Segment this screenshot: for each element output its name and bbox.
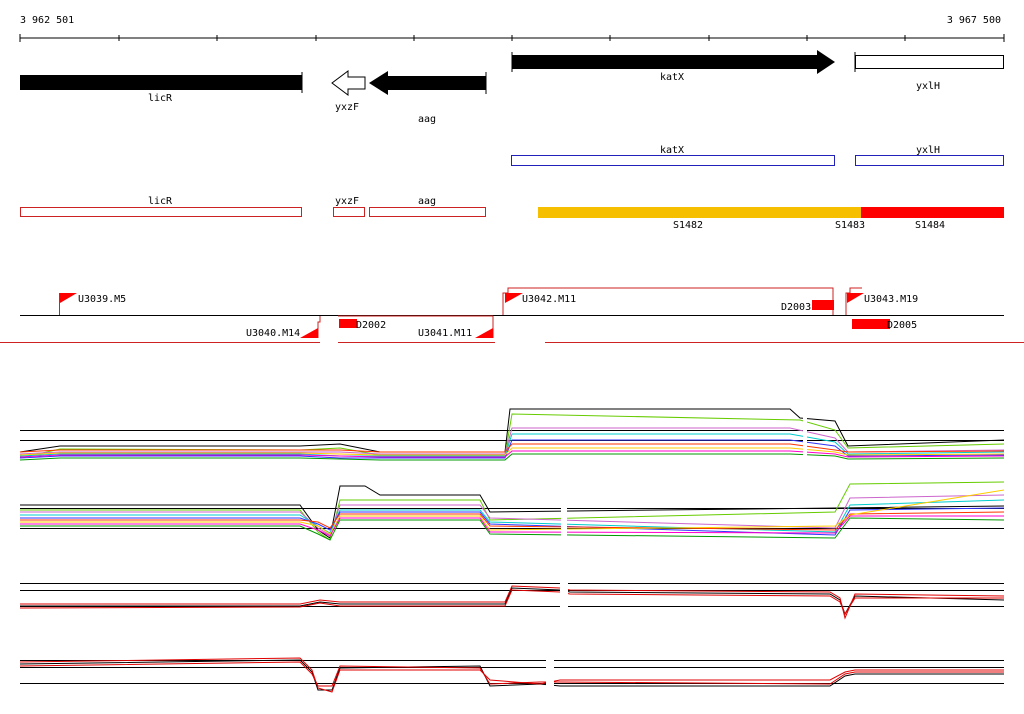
cds-label-katX: katX — [660, 145, 684, 156]
expression-panel-3 — [19, 578, 1005, 620]
gene-label-yxzF: yxzF — [335, 102, 359, 113]
tu-U3041.M11[interactable]: U3041.M11 — [338, 315, 494, 339]
expression-panel-1 — [19, 398, 1005, 461]
segment-track: S1482 S1483 S1484 — [538, 207, 1004, 231]
red-label-licR: licR — [148, 196, 173, 207]
segment-S1484[interactable] — [861, 207, 1004, 218]
gene-label-aag: aag — [418, 114, 436, 125]
tu-U3042.M11[interactable]: U3042.M11 — [502, 287, 834, 315]
d-region-D2002[interactable]: D2002 — [339, 319, 386, 331]
expression-panel-4 — [19, 655, 1004, 695]
gene-aag[interactable]: aag — [369, 71, 487, 125]
tu-U3040.M14[interactable]: U3040.M14 — [246, 316, 321, 339]
tu-U3039.M5[interactable]: U3039.M5 — [59, 293, 127, 315]
tu-label-U3039: U3039.M5 — [78, 294, 126, 305]
gene-licR[interactable]: licR — [20, 72, 303, 104]
gene-katX[interactable]: katX — [511, 50, 835, 83]
d-label-D2003: D2003 — [781, 302, 811, 313]
expression-panel-2 — [20, 481, 1005, 546]
tu-label-U3043: U3043.M19 — [864, 294, 918, 305]
gene-label-katX: katX — [660, 72, 684, 83]
tu-label-U3042: U3042.M11 — [522, 294, 576, 305]
transcription-unit-track: U3039.M5 U3040.M14 U3041.M11 U3042.M11 U… — [0, 287, 1024, 346]
gene-label-licR: licR — [148, 93, 173, 104]
tu-U3043.M19[interactable]: U3043.M19 — [845, 287, 918, 315]
d-region-D2005[interactable]: D2005 — [852, 319, 917, 331]
segment-label-S1482: S1482 — [673, 220, 703, 231]
d-label-D2005: D2005 — [887, 320, 917, 331]
ruler-end-label: 3 967 500 — [947, 15, 1001, 26]
gene-label-yxlH: yxlH — [916, 81, 940, 92]
coordinate-ruler: 3 962 501 3 967 500 — [19, 15, 1005, 42]
d-region-D2003[interactable]: D2003 — [781, 300, 834, 313]
cds-label-yxlH: yxlH — [916, 145, 940, 156]
segment-S1482[interactable] — [538, 207, 861, 218]
gene-yxzF[interactable]: yxzF — [331, 70, 366, 113]
red-label-yxzF: yxzF — [335, 196, 359, 207]
red-label-aag: aag — [418, 196, 436, 207]
tu-label-U3041: U3041.M11 — [418, 328, 472, 339]
red-outline-track: licR yxzF aag — [20, 196, 486, 217]
segment-label-S1484: S1484 — [915, 220, 945, 231]
gene-track: licR yxzF aag katX yxlH — [20, 50, 1004, 125]
gene-yxlH[interactable]: yxlH — [854, 52, 1004, 92]
cds-outline-track: katX yxlH — [511, 145, 1004, 166]
d-label-D2002: D2002 — [356, 320, 386, 331]
tu-label-U3040: U3040.M14 — [246, 328, 300, 339]
segment-label-S1483: S1483 — [835, 220, 865, 231]
ruler-start-label: 3 962 501 — [20, 15, 74, 26]
